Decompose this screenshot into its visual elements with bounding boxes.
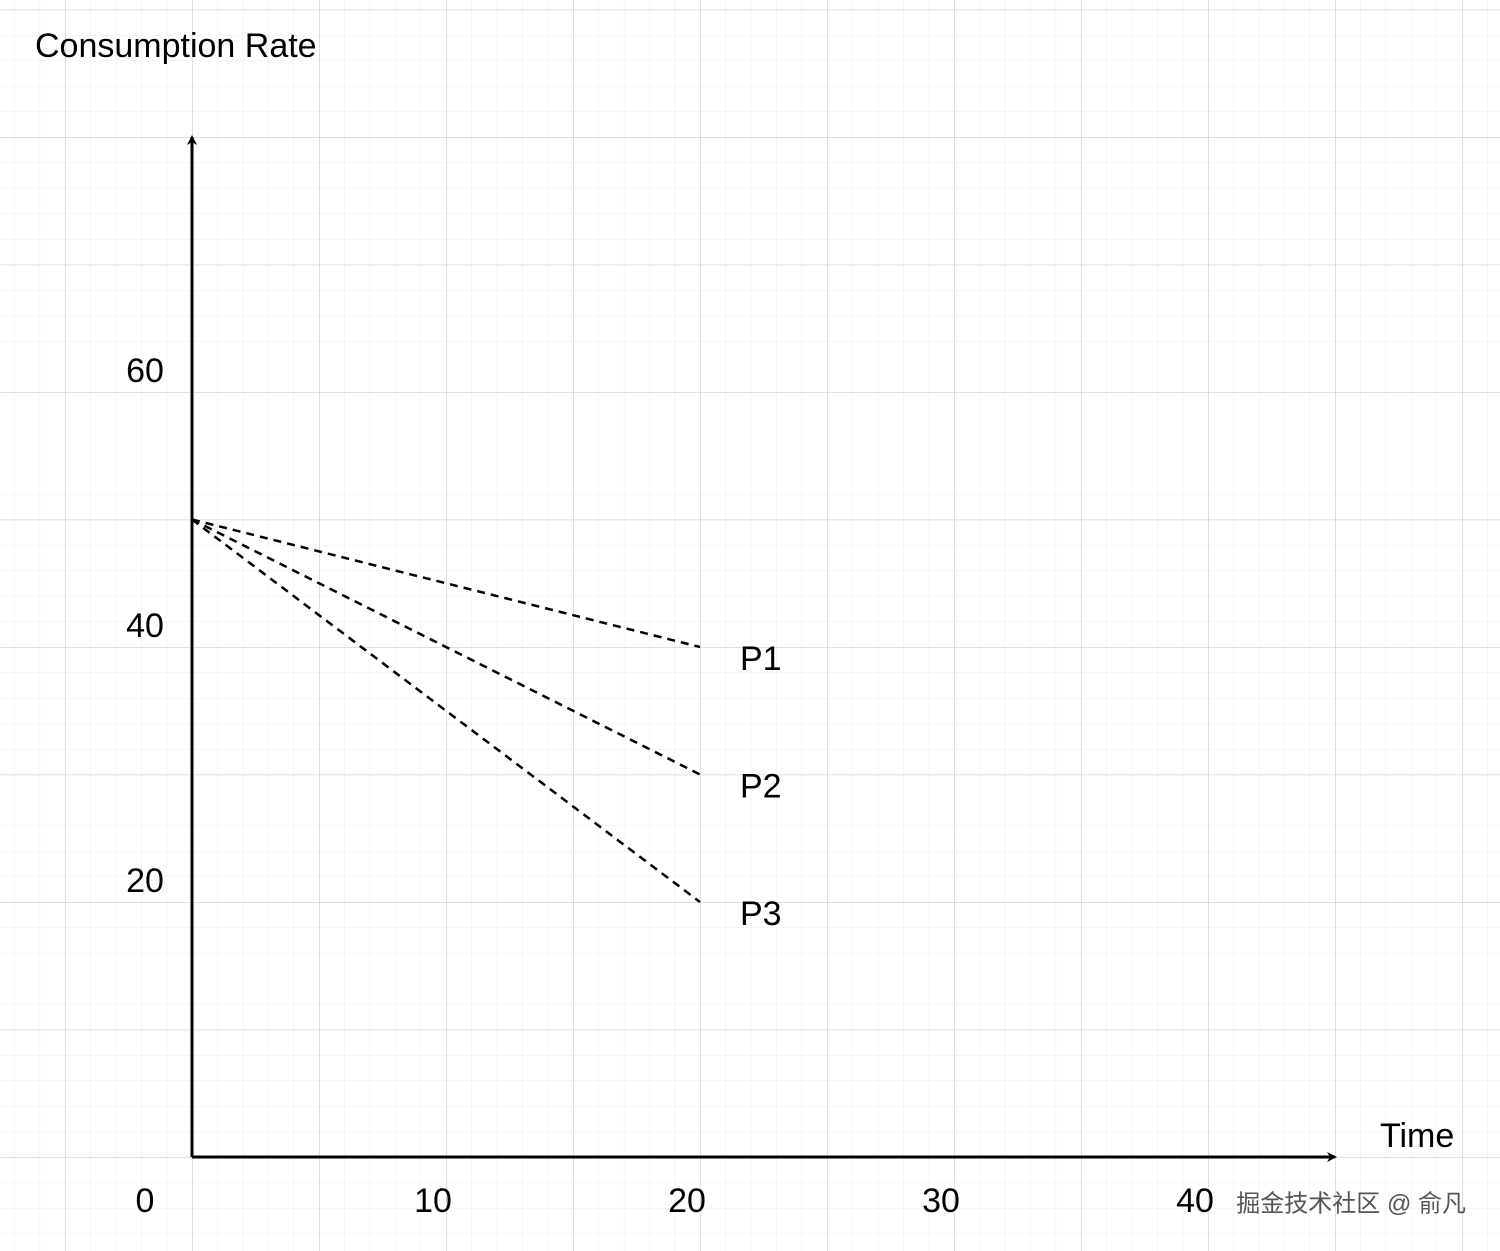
series-line: [191, 518, 701, 903]
chart-title: Consumption Rate: [35, 27, 317, 65]
x-tick-label: 20: [668, 1182, 706, 1220]
x-tick-label: 10: [414, 1182, 452, 1220]
watermark: 掘金技术社区 @ 俞凡: [1236, 1190, 1466, 1217]
x-axis-label: Time: [1380, 1117, 1454, 1155]
y-tick-label: 40: [126, 607, 164, 645]
y-tick-label: 60: [126, 352, 164, 390]
series-line: [191, 518, 701, 649]
series-label: P3: [740, 895, 782, 933]
series-label: P1: [740, 640, 782, 678]
series-line: [191, 518, 701, 776]
x-tick-label: 0: [136, 1182, 155, 1220]
y-tick-label: 20: [126, 862, 164, 900]
x-tick-label: 40: [1176, 1182, 1214, 1220]
plot: 0 10 20 30 40 20 40 60 P1 P2 P3: [126, 135, 1337, 1220]
series-label: P2: [740, 767, 782, 805]
x-tick-label: 30: [922, 1182, 960, 1220]
